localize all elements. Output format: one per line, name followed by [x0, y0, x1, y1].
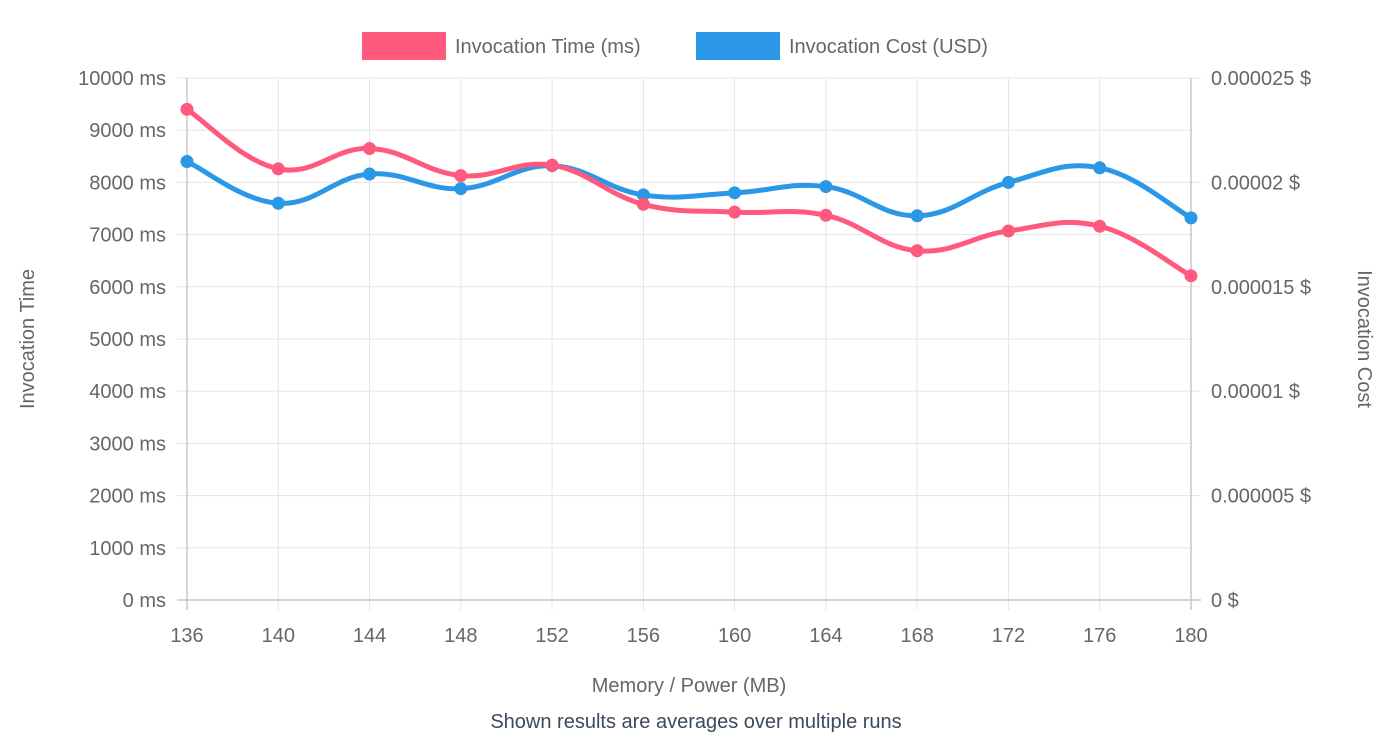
y-left-tick-label: 3000 ms [89, 433, 166, 455]
invocation-time-point [910, 244, 924, 258]
y-left-tick-label: 0 ms [123, 590, 166, 612]
y-right-tick-label: 0 $ [1211, 590, 1239, 612]
x-axis-title: Memory / Power (MB) [592, 675, 786, 697]
y-left-tick-label: 8000 ms [89, 172, 166, 194]
series-lines [184, 106, 1194, 279]
invocation-time-point [728, 205, 742, 219]
y-left-tick-label: 9000 ms [89, 120, 166, 142]
invocation-cost-legend-label: Invocation Cost (USD) [789, 36, 988, 58]
x-tick-label: 164 [809, 625, 842, 647]
x-tick-label: 152 [535, 625, 568, 647]
invocation-cost-point [819, 180, 833, 194]
y-left-tick-label: 5000 ms [89, 329, 166, 351]
legend-item-invocation-cost[interactable]: Invocation Cost (USD) [696, 32, 988, 60]
invocation-time-point [636, 197, 650, 211]
invocation-cost-legend-swatch [696, 32, 780, 60]
x-tick-label: 140 [262, 625, 295, 647]
y-left-tick-label: 1000 ms [89, 538, 166, 560]
invocation-cost-point [1093, 161, 1107, 175]
x-tick-label: 160 [718, 625, 751, 647]
invocation-time-point [1001, 224, 1015, 238]
invocation-cost-point [728, 186, 742, 200]
invocation-time-point [180, 102, 194, 116]
legend-item-invocation-time[interactable]: Invocation Time (ms) [362, 32, 641, 60]
x-tick-label: 144 [353, 625, 386, 647]
y-axis-right-title: Invocation Cost [1353, 270, 1375, 408]
invocation-time-legend-label: Invocation Time (ms) [455, 36, 641, 58]
legend[interactable]: Invocation Time (ms) Invocation Cost (USD… [362, 32, 988, 60]
y-left-tick-label: 10000 ms [78, 68, 166, 90]
invocation-cost-point [271, 196, 285, 210]
y-right-tick-label: 0.000015 $ [1211, 277, 1311, 299]
invocation-time-point [1184, 269, 1198, 283]
y-right-tick-label: 0.000025 $ [1211, 68, 1311, 90]
x-tick-label: 136 [170, 625, 203, 647]
chart-footnote: Shown results are averages over multiple… [490, 711, 901, 733]
axes: 0 ms 1000 ms 2000 ms 3000 ms 4000 ms 5000 ms 6… [78, 68, 1311, 647]
y-right-tick-label: 0.00002 $ [1211, 172, 1300, 194]
invocation-cost-point [180, 155, 194, 169]
x-tick-label: 172 [992, 625, 1025, 647]
invocation-time-point [545, 158, 559, 172]
invocation-cost-point [1001, 175, 1015, 189]
invocation-cost-point [363, 167, 377, 181]
invocation-time-point [363, 141, 377, 155]
invocation-time-point [454, 169, 468, 183]
invocation-time-legend-swatch [362, 32, 446, 60]
x-tick-label: 156 [627, 625, 660, 647]
y-axis-left-title: Invocation Time [17, 269, 39, 409]
invocation-time-point [271, 162, 285, 176]
invocation-cost-point [910, 209, 924, 223]
y-left-tick-label: 2000 ms [89, 486, 166, 508]
x-tick-label: 168 [900, 625, 933, 647]
invocation-time-point [819, 208, 833, 222]
invocation-cost-point [1184, 211, 1198, 225]
y-left-tick-label: 6000 ms [89, 277, 166, 299]
y-right-tick-label: 0.000005 $ [1211, 486, 1311, 508]
invocation-time-line [184, 106, 1194, 279]
invocation-cost-point [454, 182, 468, 196]
invocation-time-point [1093, 219, 1107, 233]
x-tick-label: 176 [1083, 625, 1116, 647]
y-right-tick-label: 0.00001 $ [1211, 381, 1300, 403]
series-points [180, 102, 1198, 283]
y-left-tick-label: 7000 ms [89, 225, 166, 247]
y-left-tick-label: 4000 ms [89, 381, 166, 403]
invocation-cost-line [184, 159, 1194, 221]
x-tick-label: 148 [444, 625, 477, 647]
x-tick-label: 180 [1174, 625, 1207, 647]
